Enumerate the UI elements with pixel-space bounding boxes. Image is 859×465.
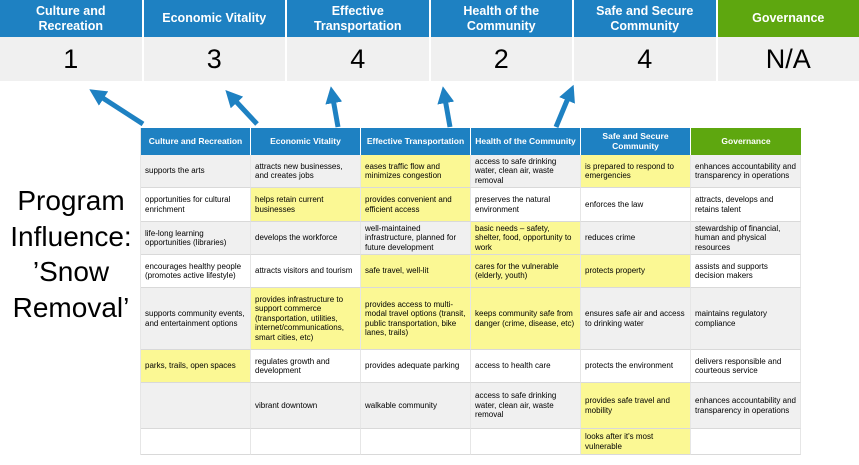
matrix-cell-highlighted: protects property bbox=[581, 255, 691, 288]
priority-score: 4 bbox=[287, 37, 429, 81]
priority-header: Governance bbox=[717, 0, 859, 37]
matrix-cell: access to safe drinking water, clean air… bbox=[471, 155, 581, 188]
matrix-cell: access to health care bbox=[471, 350, 581, 383]
matrix-cell: enhances accountability and transparency… bbox=[691, 383, 801, 429]
program-influence-title: Program Influence: ’Snow Removal’ bbox=[1, 183, 141, 325]
scoreboard-column: Economic Vitality 3 bbox=[143, 0, 285, 81]
scoreboard-column: Effective Transportation 4 bbox=[287, 0, 429, 81]
matrix-cell: access to safe drinking water, clean air… bbox=[471, 383, 581, 429]
priority-score: 1 bbox=[0, 37, 142, 81]
matrix-cell bbox=[691, 429, 801, 455]
title-line: ’Snow bbox=[32, 256, 110, 288]
matrix-cell-highlighted: is prepared to respond to emergencies bbox=[581, 155, 691, 188]
matrix-cell: develops the workforce bbox=[251, 222, 361, 255]
matrix-cell: ensures safe air and access to drinking … bbox=[581, 288, 691, 350]
priority-score: 4 bbox=[574, 37, 716, 81]
influence-matrix: Culture and Recreation Economic Vitality E… bbox=[140, 128, 801, 455]
priority-score: 2 bbox=[430, 37, 572, 81]
matrix-cell: assists and supports decision makers bbox=[691, 255, 801, 288]
priority-header: Health of the Community bbox=[430, 0, 572, 37]
matrix-header: Health of the Community bbox=[471, 128, 581, 155]
matrix-cell-highlighted: keeps community safe from danger (crime,… bbox=[471, 288, 581, 350]
priority-header: Effective Transportation bbox=[287, 0, 429, 37]
matrix-cell bbox=[141, 429, 251, 455]
matrix-cell: regulates growth and development bbox=[251, 350, 361, 383]
matrix-cell bbox=[251, 429, 361, 455]
matrix-cell-highlighted: provides infrastructure to support comme… bbox=[251, 288, 361, 350]
matrix-cell: reduces crime bbox=[581, 222, 691, 255]
scoreboard-column: Culture and Recreation 1 bbox=[0, 0, 142, 81]
matrix-cell-highlighted: provides convenient and efficient access bbox=[361, 188, 471, 222]
matrix-cell bbox=[141, 383, 251, 429]
matrix-cell: opportunities for cultural enrichment bbox=[141, 188, 251, 222]
up-arrow-icon bbox=[437, 86, 455, 128]
matrix-cell: protects the environment bbox=[581, 350, 691, 383]
matrix-cell: supports community events, and entertain… bbox=[141, 288, 251, 350]
priority-score: N/A bbox=[717, 37, 859, 81]
matrix-cell-highlighted: provides access to multi-modal travel op… bbox=[361, 288, 471, 350]
matrix-cell: delivers responsible and courteous servi… bbox=[691, 350, 801, 383]
matrix-cell: life-long learning opportunities (librar… bbox=[141, 222, 251, 255]
matrix-cell: attracts, develops and retains talent bbox=[691, 188, 801, 222]
scoreboard-column: Health of the Community 2 bbox=[430, 0, 572, 81]
matrix-cell bbox=[361, 429, 471, 455]
matrix-cell: well-maintained infrastructure, planned … bbox=[361, 222, 471, 255]
matrix-header: Effective Transportation bbox=[361, 128, 471, 155]
scoreboard: Culture and Recreation 1 Economic Vitality… bbox=[0, 0, 859, 81]
matrix-cell-highlighted: provides safe travel and mobility bbox=[581, 383, 691, 429]
matrix-header: Governance bbox=[691, 128, 801, 155]
matrix-cell-highlighted: safe travel, well-lit bbox=[361, 255, 471, 288]
matrix-header: Culture and Recreation bbox=[141, 128, 251, 155]
matrix-cell: encourages healthy people (promotes acti… bbox=[141, 255, 251, 288]
matrix-cell: enhances accountability and transparency… bbox=[691, 155, 801, 188]
matrix-cell: provides adequate parking bbox=[361, 350, 471, 383]
title-line: Influence: bbox=[10, 220, 132, 252]
matrix-cell: attracts visitors and tourism bbox=[251, 255, 361, 288]
matrix-cell: walkable community bbox=[361, 383, 471, 429]
matrix-cell-highlighted: helps retain current businesses bbox=[251, 188, 361, 222]
matrix-cell bbox=[471, 429, 581, 455]
matrix-cell-highlighted: eases traffic flow and minimizes congest… bbox=[361, 155, 471, 188]
matrix-cell-highlighted: basic needs – safety, shelter, food, opp… bbox=[471, 222, 581, 255]
scoreboard-column: Safe and Secure Community 4 bbox=[574, 0, 716, 81]
priority-header: Economic Vitality bbox=[143, 0, 285, 37]
up-left-arrow-icon bbox=[89, 89, 145, 127]
priority-score: 3 bbox=[143, 37, 285, 81]
title-line: Program bbox=[17, 185, 125, 216]
title-line: Removal’ bbox=[12, 291, 130, 323]
matrix-cell: attracts new businesses, and creates job… bbox=[251, 155, 361, 188]
matrix-header: Economic Vitality bbox=[251, 128, 361, 155]
up-right-arrow-icon bbox=[553, 84, 575, 128]
up-left-arrow-icon bbox=[225, 90, 259, 126]
matrix-header: Safe and Secure Community bbox=[581, 128, 691, 155]
matrix-cell: enforces the law bbox=[581, 188, 691, 222]
priority-header: Culture and Recreation bbox=[0, 0, 142, 37]
scoreboard-column: Governance N/A bbox=[717, 0, 859, 81]
up-arrow-icon bbox=[325, 86, 343, 128]
matrix-cell: supports the arts bbox=[141, 155, 251, 188]
matrix-cell-highlighted: looks after it's most vulnerable bbox=[581, 429, 691, 455]
matrix-cell: stewardship of financial, human and phys… bbox=[691, 222, 801, 255]
matrix-cell-highlighted: cares for the vulnerable (elderly, youth… bbox=[471, 255, 581, 288]
matrix-cell-highlighted: parks, trails, open spaces bbox=[141, 350, 251, 383]
priority-header: Safe and Secure Community bbox=[574, 0, 716, 37]
matrix-cell: maintains regulatory compliance bbox=[691, 288, 801, 350]
matrix-cell: preserves the natural environment bbox=[471, 188, 581, 222]
matrix-cell: vibrant downtown bbox=[251, 383, 361, 429]
